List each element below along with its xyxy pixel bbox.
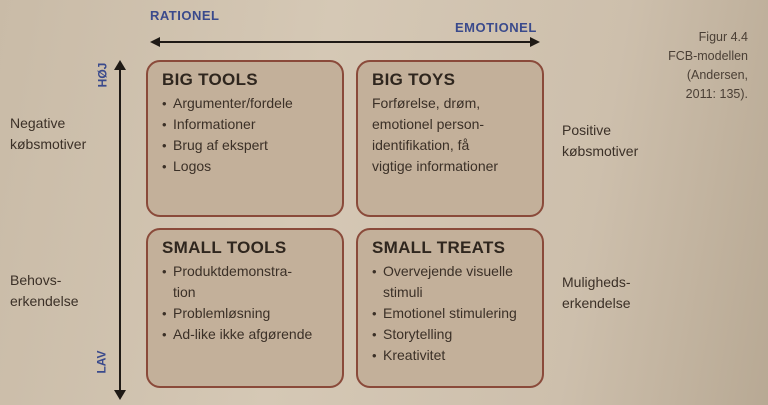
list-item: Problemløsning (162, 303, 332, 324)
quadrant-small-tools: SMALL TOOLS Produktdemonstra- tion Probl… (146, 228, 344, 388)
quadrant-title: SMALL TOOLS (162, 238, 287, 257)
quadrant-title: BIG TOOLS (162, 70, 258, 89)
quadrant-big-toys: BIG TOYS Forførelse, drøm, emotionel per… (356, 60, 544, 217)
quadrant-title: BIG TOYS (372, 70, 456, 89)
side-label-behov: Behovs- erkendelse (10, 272, 79, 309)
quadrant-small-treats: SMALL TREATS Overvejende visuelle stimul… (356, 228, 544, 388)
side-label-muligheds: Muligheds- erkendelse (562, 274, 631, 311)
quadrant-text: Forførelse, drøm, emotionel person- iden… (372, 95, 499, 174)
list-item: Logos (162, 156, 332, 177)
list-item: Argumenter/fordele (162, 93, 332, 114)
axis-label-lav: LAV (94, 350, 109, 374)
list-item: Produktdemonstra- tion (162, 261, 332, 303)
axis-label-rationel: RATIONEL (150, 8, 220, 23)
list-item: Ad-like ikke afgørende (162, 324, 332, 345)
figure-caption: Figur 4.4 FCB-modellen (Andersen, 2011: … (668, 30, 748, 101)
list-item: Brug af ekspert (162, 135, 332, 156)
side-label-positive: Positive købsmotiver (562, 122, 639, 159)
quadrant-big-tools: BIG TOOLS Argumenter/fordele Information… (146, 60, 344, 217)
list-item: Storytelling (372, 324, 532, 345)
vertical-axis-arrow (114, 60, 126, 400)
horizontal-axis-arrow (150, 37, 540, 47)
axis-label-hoej: HØJ (95, 62, 110, 88)
list-item: Informationer (162, 114, 332, 135)
axis-label-emotionel: EMOTIONEL (455, 20, 537, 35)
quadrant-title: SMALL TREATS (372, 238, 506, 257)
list-item: Overvejende visuelle stimuli (372, 261, 532, 303)
side-label-negative: Negative købsmotiver (10, 115, 87, 152)
list-item: Emotionel stimulering (372, 303, 532, 324)
list-item: Kreativitet (372, 345, 532, 366)
